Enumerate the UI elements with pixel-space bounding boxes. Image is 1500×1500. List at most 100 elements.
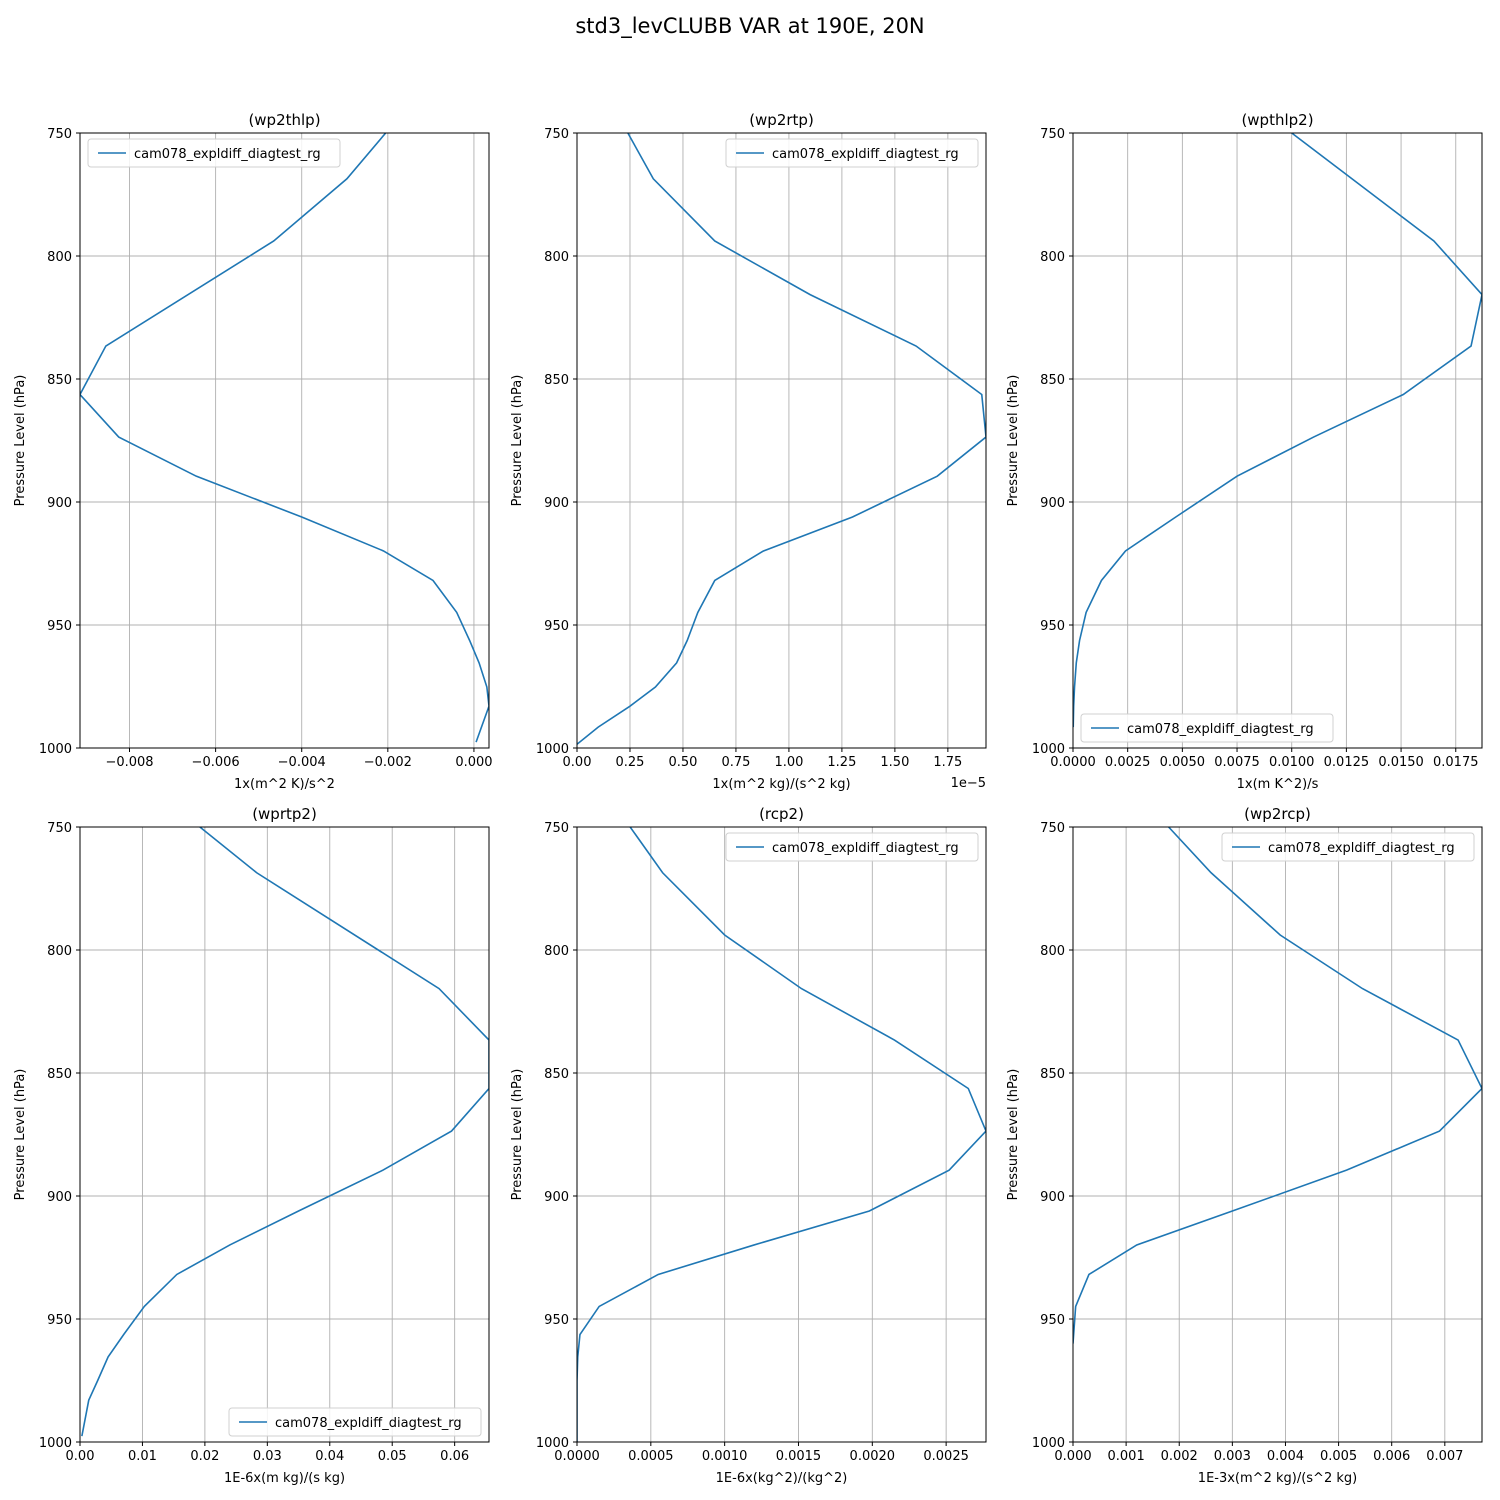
y-axis-label: Pressure Level (hPa) [510,1069,525,1201]
x-tick-label: 0.0000 [1050,755,1096,770]
x-axis-label: 1E-6x(kg^2)/(kg^2) [716,1471,848,1486]
legend-box [1221,832,1475,862]
x-tick-label: 0.0150 [1378,755,1424,770]
y-tick-label: 1000 [536,742,569,757]
x-tick-label: 0.005 [1320,1449,1357,1464]
legend: cam078_expldiff_diagtest_rg [87,138,341,168]
x-tick-label: −0.008 [105,755,153,770]
y-tick-label: 800 [47,944,72,959]
subplot-title: (wp2thlp) [248,111,320,129]
legend-box [228,1407,482,1437]
y-axis-label: Pressure Level (hPa) [13,1069,28,1201]
y-tick-label: 850 [47,373,72,388]
x-tick-label: 0.0075 [1214,755,1260,770]
axes-frame [576,826,987,1443]
y-tick-label: 950 [544,619,569,634]
subplot-title: (rcp2) [759,805,804,823]
x-tick-label: 0.000 [455,755,492,770]
y-axis-label: Pressure Level (hPa) [1006,375,1021,507]
y-tick-label: 1000 [39,1436,72,1451]
y-tick-label: 900 [1040,1190,1065,1205]
legend-label: cam078_expldiff_diagtest_rg [134,147,321,162]
x-tick-label: −0.006 [192,755,240,770]
y-axis-label: Pressure Level (hPa) [510,375,525,507]
legend-label: cam078_expldiff_diagtest_rg [772,147,959,162]
axes-frame [79,826,490,1443]
subplot-title: (wp2rtp) [749,111,814,129]
subplot-title: (wpthlp2) [1241,111,1313,129]
x-tick-label: 0.50 [668,755,697,770]
y-tick-label: 850 [1040,373,1065,388]
y-tick-label: 950 [544,1313,569,1328]
y-tick-label: 750 [47,821,72,836]
x-tick-label: 0.0125 [1324,755,1370,770]
subplot-wpthlp2: 0.0000 0.0025 0.0050 0.0075 0.0100 0.0125 0.01… [1006,111,1483,792]
x-tick-label: 0.75 [721,755,750,770]
figure-title: std3_levCLUBB VAR at 190E, 20N [575,14,925,38]
x-tick-label: 0.0050 [1160,755,1206,770]
y-axis-label: Pressure Level (hPa) [1006,1069,1021,1201]
y-tick-label: 950 [1040,1313,1065,1328]
legend: cam078_expldiff_diagtest_rg [725,832,979,862]
y-tick-label: 900 [544,1190,569,1205]
y-tick-label: 900 [544,496,569,511]
subplot-rcp2: 0.0000 0.0005 0.0010 0.0015 0.0020 0.0025 750 8… [510,805,987,1486]
series-line-cam078_expldiff_diagtest_rg [81,827,489,1437]
series-line-cam078_expldiff_diagtest_rg [577,827,986,1442]
y-tick-label: 850 [544,1067,569,1082]
y-tick-label: 900 [47,496,72,511]
x-tick-label: 0.0000 [554,1449,600,1464]
y-tick-label: 850 [47,1067,72,1082]
x-tick-label: 0.05 [378,1449,407,1464]
subplot-title: (wprtp2) [252,805,317,823]
series-line-cam078_expldiff_diagtest_rg [80,133,489,743]
legend-label: cam078_expldiff_diagtest_rg [772,841,959,856]
y-axis-label: Pressure Level (hPa) [13,375,28,507]
x-tick-label: 0.007 [1426,1449,1463,1464]
subplot-title: (wp2rcp) [1244,805,1311,823]
series-line-cam078_expldiff_diagtest_rg [1073,827,1482,1344]
y-tick-label: 750 [1040,127,1065,142]
series-line-cam078_expldiff_diagtest_rg [577,133,986,745]
legend: cam078_expldiff_diagtest_rg [1221,832,1475,862]
x-tick-label: 0.00 [66,1449,95,1464]
y-tick-label: 950 [47,1313,72,1328]
x-tick-label: 0.25 [616,755,645,770]
x-tick-label: 1.00 [774,755,803,770]
y-tick-label: 800 [1040,250,1065,265]
y-tick-label: 800 [47,250,72,265]
y-tick-label: 1000 [1032,742,1065,757]
x-axis-label: 1E-6x(m kg)/(s kg) [224,1471,345,1486]
y-tick-label: 900 [47,1190,72,1205]
x-tick-label: 0.001 [1108,1449,1145,1464]
y-tick-label: 950 [1040,619,1065,634]
legend-label: cam078_expldiff_diagtest_rg [275,1416,462,1431]
x-tick-label: 0.04 [315,1449,344,1464]
y-tick-label: 850 [544,373,569,388]
x-axis-label: 1x(m^2 K)/s^2 [234,777,335,792]
subplot-wp2rcp: 0.000 0.001 0.002 0.003 0.004 0.005 0.006 0.007… [1006,805,1483,1486]
subplot-wp2rtp: 0.00 0.25 0.50 0.75 1.00 1.25 1.50 1.75 750 800 85… [510,111,987,792]
y-tick-label: 750 [1040,821,1065,836]
x-tick-label: 0.003 [1214,1449,1251,1464]
y-tick-label: 950 [47,619,72,634]
y-tick-label: 800 [544,944,569,959]
x-tick-label: 0.006 [1373,1449,1410,1464]
y-tick-label: 1000 [536,1436,569,1451]
legend-label: cam078_expldiff_diagtest_rg [1127,722,1314,737]
x-tick-label: 1.50 [880,755,909,770]
x-tick-label: 0.002 [1161,1449,1198,1464]
x-tick-label: 0.004 [1267,1449,1304,1464]
y-tick-label: 800 [1040,944,1065,959]
y-tick-label: 750 [544,127,569,142]
y-tick-label: 750 [544,821,569,836]
x-tick-label: 0.0025 [923,1449,969,1464]
y-tick-label: 1000 [39,742,72,757]
series-line-cam078_expldiff_diagtest_rg [1073,133,1482,728]
x-tick-label: 0.06 [440,1449,469,1464]
legend-label: cam078_expldiff_diagtest_rg [1268,841,1455,856]
legend: cam078_expldiff_diagtest_rg [228,1407,482,1437]
x-tick-label: 0.0010 [702,1449,748,1464]
